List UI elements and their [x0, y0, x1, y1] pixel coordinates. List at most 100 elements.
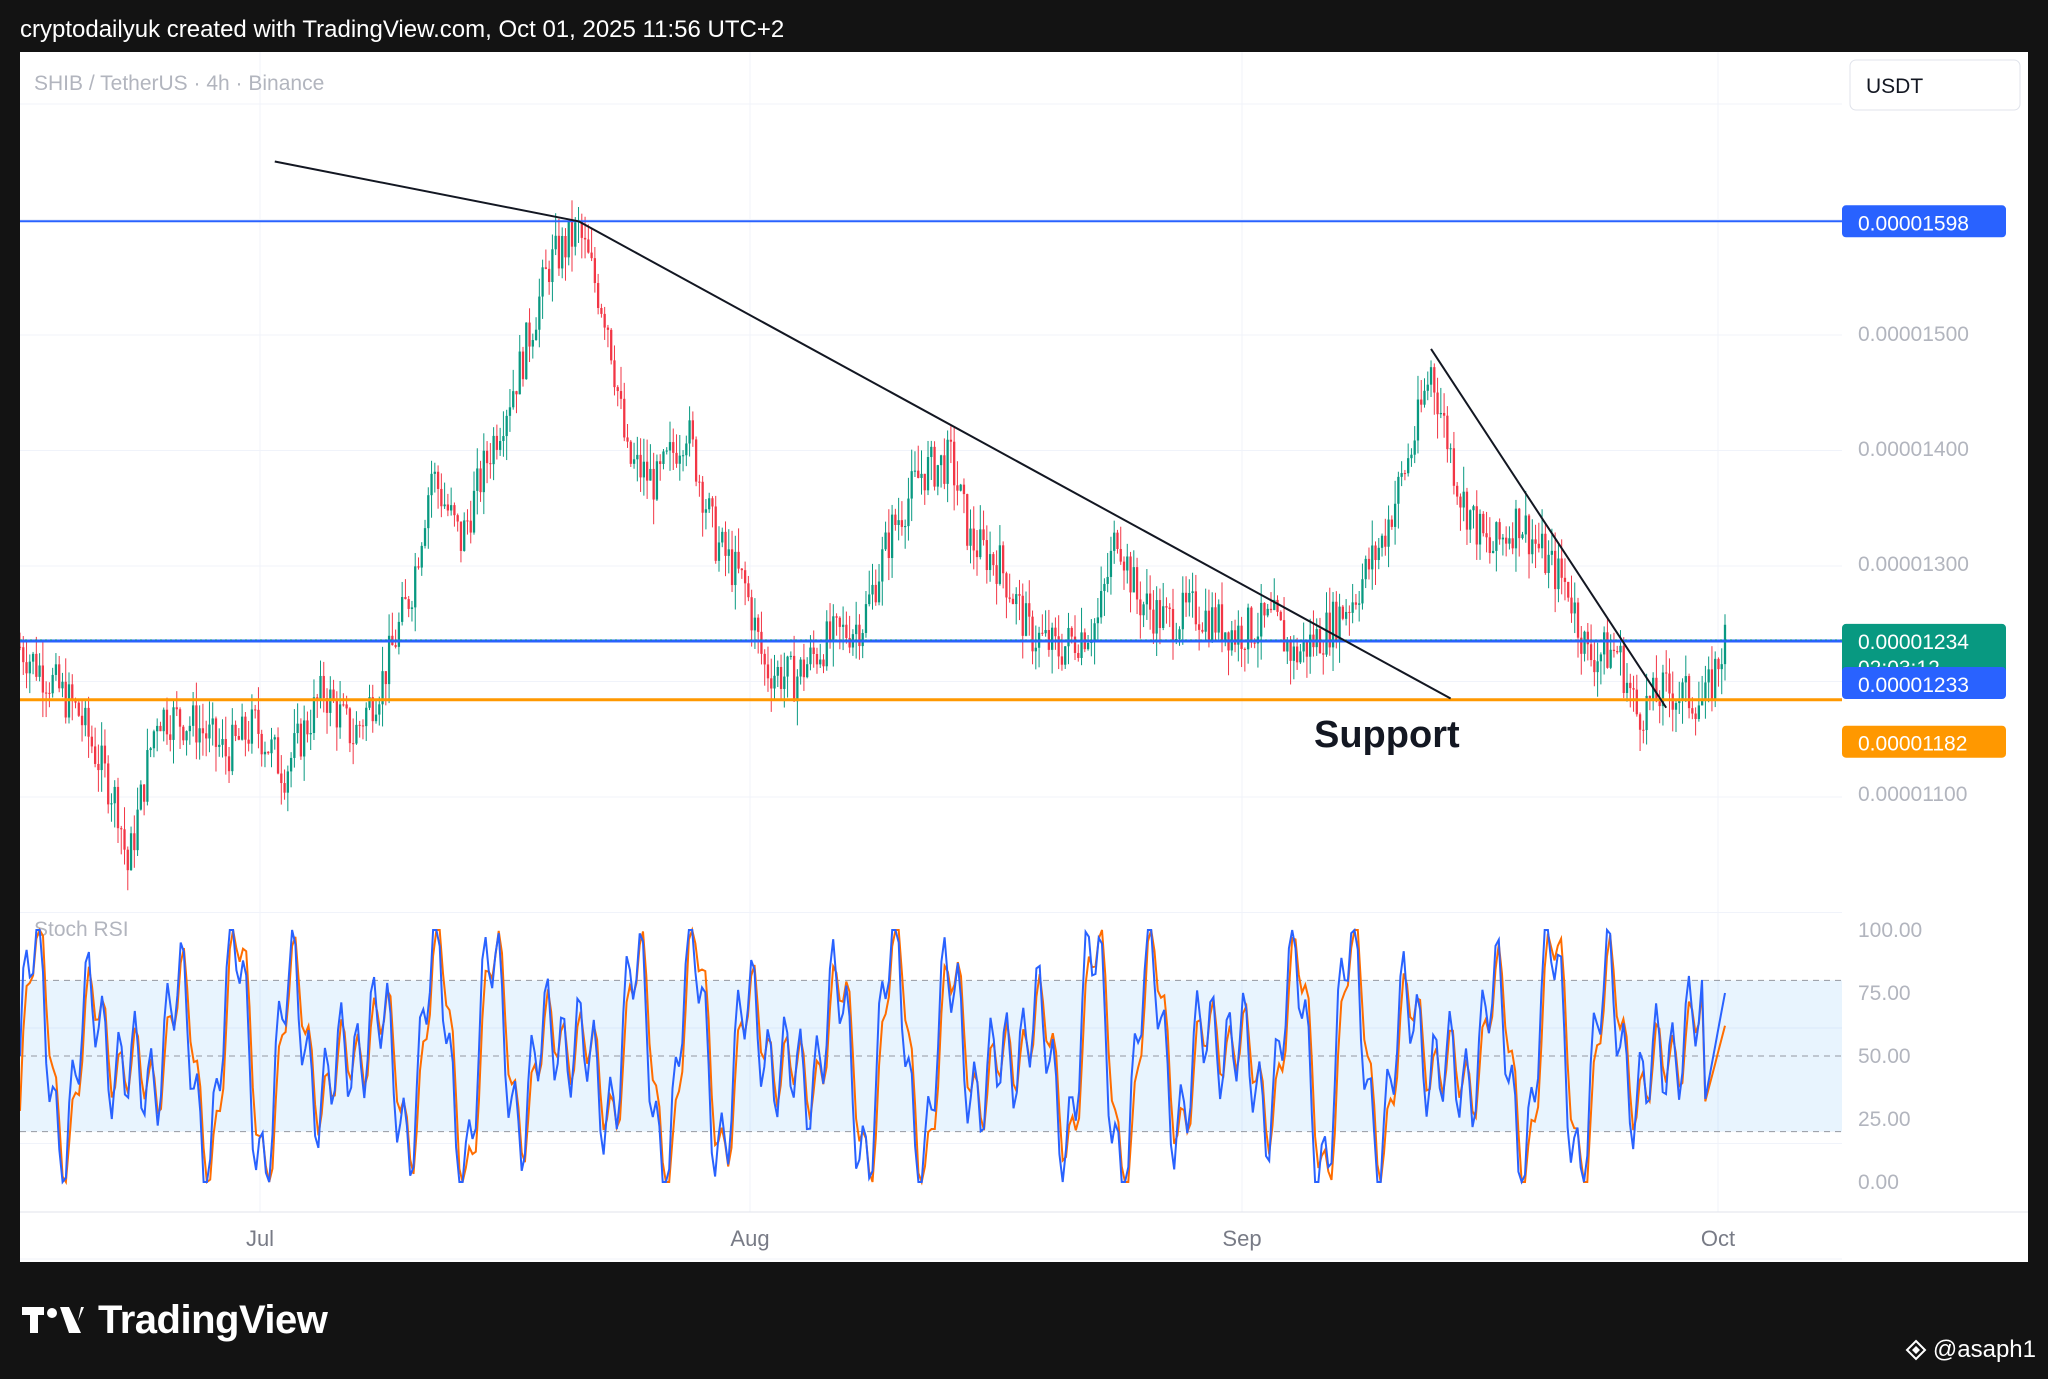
candle-body [397, 621, 401, 647]
candle-body [1717, 658, 1720, 670]
candle-body [1697, 705, 1701, 720]
candle-body [1469, 510, 1472, 530]
candle-body [1168, 607, 1171, 609]
price-tag-level [1842, 667, 2006, 700]
support-annotation[interactable]: Support [1314, 714, 1460, 756]
candle-body [283, 783, 286, 793]
candle-body [1560, 558, 1563, 578]
candle-body [348, 708, 352, 744]
candle-body [427, 495, 430, 529]
candle-body [1165, 606, 1168, 608]
tradingview-logo-icon [22, 1307, 84, 1333]
candle-body [1269, 608, 1273, 611]
candle-body [1325, 612, 1328, 655]
candle-body [698, 481, 701, 483]
candle-body [1563, 577, 1567, 582]
candle-body [1122, 561, 1126, 571]
candle-body [25, 662, 28, 674]
trendline[interactable] [578, 220, 1452, 700]
candle-body [296, 723, 299, 734]
currency-selector[interactable] [1849, 59, 2021, 111]
candle-body [286, 771, 289, 793]
candle-body [910, 471, 913, 499]
candle-body [1586, 631, 1589, 645]
candle-body [1109, 550, 1113, 577]
candle-body [1155, 600, 1158, 634]
candle-body [1642, 729, 1645, 731]
candle-body [1031, 616, 1034, 652]
candle-body [1188, 592, 1191, 603]
candle-body [544, 267, 548, 269]
candle-body [874, 584, 877, 603]
candle-body [273, 737, 276, 740]
chart-panel[interactable]: SHIB / TetherUS · 4h · Binance USDT 0.0000… [20, 52, 2028, 1262]
candle-body [1024, 603, 1028, 636]
candle-body [534, 329, 538, 341]
candle-body [306, 720, 309, 735]
candle-body [1080, 632, 1083, 658]
candle-body [724, 531, 727, 556]
candle-body [616, 387, 619, 392]
candle-body [969, 528, 972, 546]
candle-body [1295, 646, 1299, 663]
candle-body [1054, 627, 1057, 637]
candle-body [662, 451, 665, 464]
candle-body [1632, 688, 1635, 690]
candle-body [1508, 538, 1511, 544]
candle-body [1005, 573, 1008, 598]
candle-body [596, 283, 600, 308]
candle-body [1073, 636, 1077, 653]
trading-chart[interactable]: SHIB / TetherUS · 4h · Binance USDT 0.0000… [20, 52, 2028, 1262]
candle-body [1217, 604, 1220, 633]
candle-body [1364, 558, 1367, 580]
candle-body [1152, 609, 1155, 634]
candle-body [1220, 604, 1224, 642]
candle-body [743, 570, 747, 584]
candle-body [1720, 664, 1723, 670]
candle-body [1060, 656, 1064, 665]
candle-body [574, 222, 577, 247]
candle-body [1397, 476, 1400, 504]
candle-body [789, 655, 792, 657]
candle-body [642, 461, 646, 478]
candle-body [472, 490, 476, 533]
candle-body [1240, 625, 1243, 649]
candle-body [904, 526, 907, 528]
candle-body [267, 751, 270, 754]
candle-body [757, 617, 760, 632]
candle-body [1028, 603, 1031, 617]
candle-body [1393, 503, 1397, 527]
trendline[interactable] [274, 160, 579, 223]
candle-body [760, 631, 763, 654]
price-tag-level-text: 0.00001233 [1858, 674, 1969, 697]
candle-body [982, 529, 985, 541]
candle-body [557, 235, 561, 269]
candle-body [456, 515, 459, 522]
candle-body [887, 532, 890, 559]
trendline[interactable] [1430, 348, 1668, 709]
candle-body [897, 520, 900, 525]
candle-body [1034, 647, 1037, 652]
candle-body [855, 624, 858, 635]
candle-body [1665, 672, 1668, 674]
candle-body [1008, 597, 1011, 599]
candle-body [1253, 642, 1256, 644]
candle-body [652, 468, 655, 500]
candle-body [1015, 594, 1018, 605]
candle-body [884, 532, 887, 550]
candle-body [972, 528, 975, 551]
candle-body [476, 468, 479, 491]
candle-body [182, 726, 185, 741]
candle-body [218, 744, 221, 747]
candle-body [387, 635, 391, 685]
x-axis-tick-label: Oct [1701, 1226, 1735, 1251]
chart-header-text: cryptodailyuk created with TradingView.c… [20, 16, 785, 43]
candle-body [1322, 653, 1325, 655]
candle-body [992, 554, 995, 566]
candle-body [832, 616, 835, 642]
candle-body [1338, 606, 1341, 641]
x-axis-tick-label: Jul [246, 1226, 274, 1251]
candle-body [1423, 390, 1426, 405]
candle-body [959, 484, 962, 491]
candle-body [649, 468, 652, 481]
